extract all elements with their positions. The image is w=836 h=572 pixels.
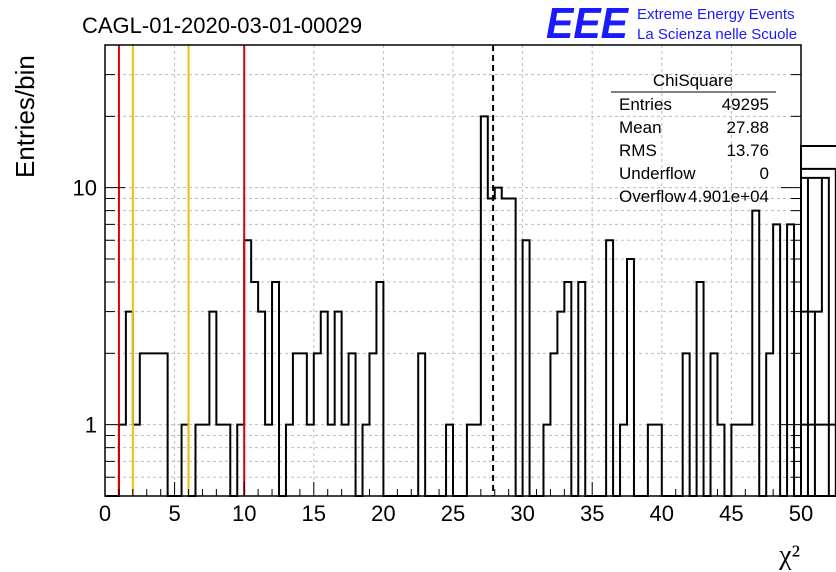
- logo-line-1: Extreme Energy Events: [637, 6, 795, 23]
- x-tick-label: 35: [580, 501, 604, 526]
- x-tick-label: 0: [99, 501, 111, 526]
- x-tick-label: 15: [302, 501, 326, 526]
- stats-value: 13.76: [726, 141, 769, 160]
- stats-label: Underflow: [619, 164, 696, 183]
- stats-value: 49295: [722, 95, 769, 114]
- x-tick-label: 25: [441, 501, 465, 526]
- logo-line-2: La Scienza nelle Scuole: [637, 26, 797, 43]
- stats-box: ChiSquare Entries 49295 Mean 27.88 RMS 1…: [611, 71, 776, 206]
- stats-label: Entries: [619, 95, 672, 114]
- x-tick-label: 10: [232, 501, 256, 526]
- x-tick-label: 45: [719, 501, 743, 526]
- x-axis-label: χ²: [778, 540, 800, 571]
- marker-lines: [117, 45, 495, 496]
- y-tick-label: 10: [73, 176, 97, 201]
- histogram-bars: [105, 115, 836, 497]
- y-axis-label: Entries/bin: [10, 55, 40, 178]
- x-tick-label: 20: [371, 501, 395, 526]
- axis-ticks: 0 5 10 15 20 25 30 35 40 45 50 1 10: [73, 44, 813, 526]
- stats-label: Mean: [619, 118, 662, 137]
- histogram-outline: [105, 115, 836, 497]
- stats-title: ChiSquare: [653, 71, 733, 90]
- x-tick-label: 40: [650, 501, 674, 526]
- eee-logo: EEE: [546, 0, 630, 48]
- stats-label: RMS: [619, 141, 657, 160]
- x-tick-label: 50: [789, 501, 813, 526]
- x-tick-label: 5: [168, 501, 180, 526]
- chart-title: CAGL-01-2020-03-01-00029: [82, 13, 362, 38]
- stats-label: Overflow: [619, 187, 687, 206]
- stats-value: 4.901e+04: [688, 187, 769, 206]
- y-tick-label: 1: [85, 413, 97, 438]
- stats-value: 27.88: [726, 118, 769, 137]
- x-tick-label: 30: [510, 501, 534, 526]
- stats-value: 0: [760, 164, 769, 183]
